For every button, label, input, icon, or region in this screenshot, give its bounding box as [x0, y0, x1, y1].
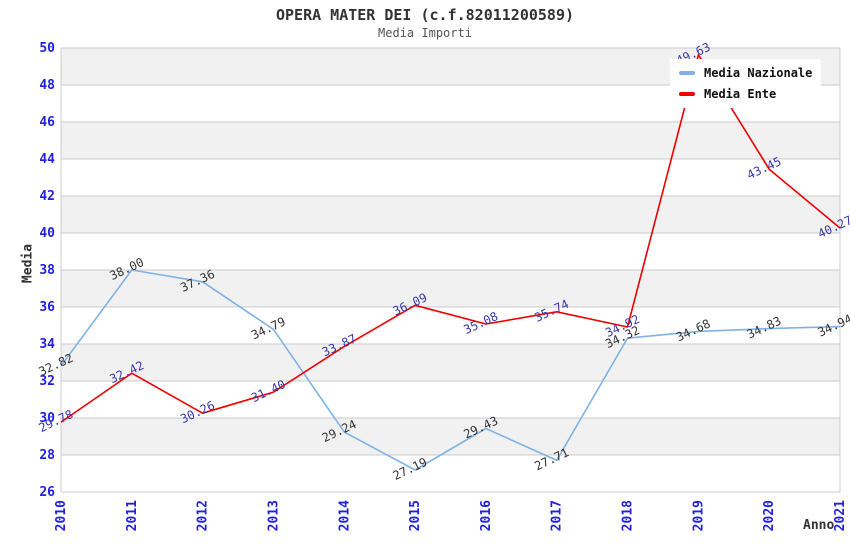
chart-subtitle: Media Importi	[378, 26, 472, 40]
x-tick-label: 2015	[408, 500, 423, 531]
x-tick-label: 2013	[266, 500, 281, 531]
media-nazionale-line-swatch-icon	[679, 71, 695, 75]
x-tick-label: 2017	[550, 500, 565, 531]
y-tick-label: 46	[39, 115, 55, 130]
x-axis-title: Anno	[803, 518, 835, 533]
series-line-media-nazionale	[60, 269, 841, 471]
chart-title: OPERA MATER DEI (c.f.82011200589)	[275, 6, 574, 24]
x-tick-label: 2016	[479, 500, 494, 531]
y-tick-label: 50	[39, 41, 55, 56]
plot-band	[61, 159, 840, 196]
plot-band	[61, 270, 840, 307]
x-tick-label: 2011	[125, 500, 140, 531]
y-axis-title: Media	[20, 243, 36, 284]
plot-band	[61, 233, 840, 270]
legend-item-media-ente[interactable]: Media Ente	[679, 85, 812, 103]
y-tick-label: 42	[39, 189, 55, 204]
legend-label-media-ente: Media Ente	[704, 87, 777, 101]
x-tick-label: 2014	[337, 500, 352, 531]
y-tick-label: 44	[39, 152, 55, 167]
plot-band	[61, 307, 840, 344]
y-tick-label: 48	[39, 78, 55, 93]
plot-band	[61, 344, 840, 381]
legend: Media Nazionale Media Ente	[670, 59, 822, 108]
plot-band	[61, 455, 840, 492]
x-tick-label: 2021	[833, 500, 848, 531]
plot-band	[61, 122, 840, 159]
y-tick-label: 40	[39, 226, 55, 241]
x-tick-label: 2019	[691, 500, 706, 531]
y-tick-label: 28	[39, 448, 55, 463]
x-tick-label: 2012	[196, 500, 211, 531]
plot-band	[61, 381, 840, 418]
x-tick-label: 2020	[762, 500, 777, 531]
x-tick-label: 2010	[54, 500, 69, 531]
legend-label-media-nazionale: Media Nazionale	[704, 66, 813, 80]
y-tick-label: 38	[39, 263, 55, 278]
plot-band	[61, 196, 840, 233]
x-tick-label: 2018	[621, 500, 636, 531]
y-tick-label: 32	[39, 374, 55, 389]
media-ente-line-swatch-icon	[679, 92, 695, 96]
legend-item-media-nazionale[interactable]: Media Nazionale	[679, 64, 812, 82]
y-tick-label: 30	[39, 411, 55, 426]
y-tick-label: 26	[39, 485, 55, 500]
y-tick-label: 36	[39, 300, 55, 315]
y-tick-label: 34	[39, 337, 55, 352]
